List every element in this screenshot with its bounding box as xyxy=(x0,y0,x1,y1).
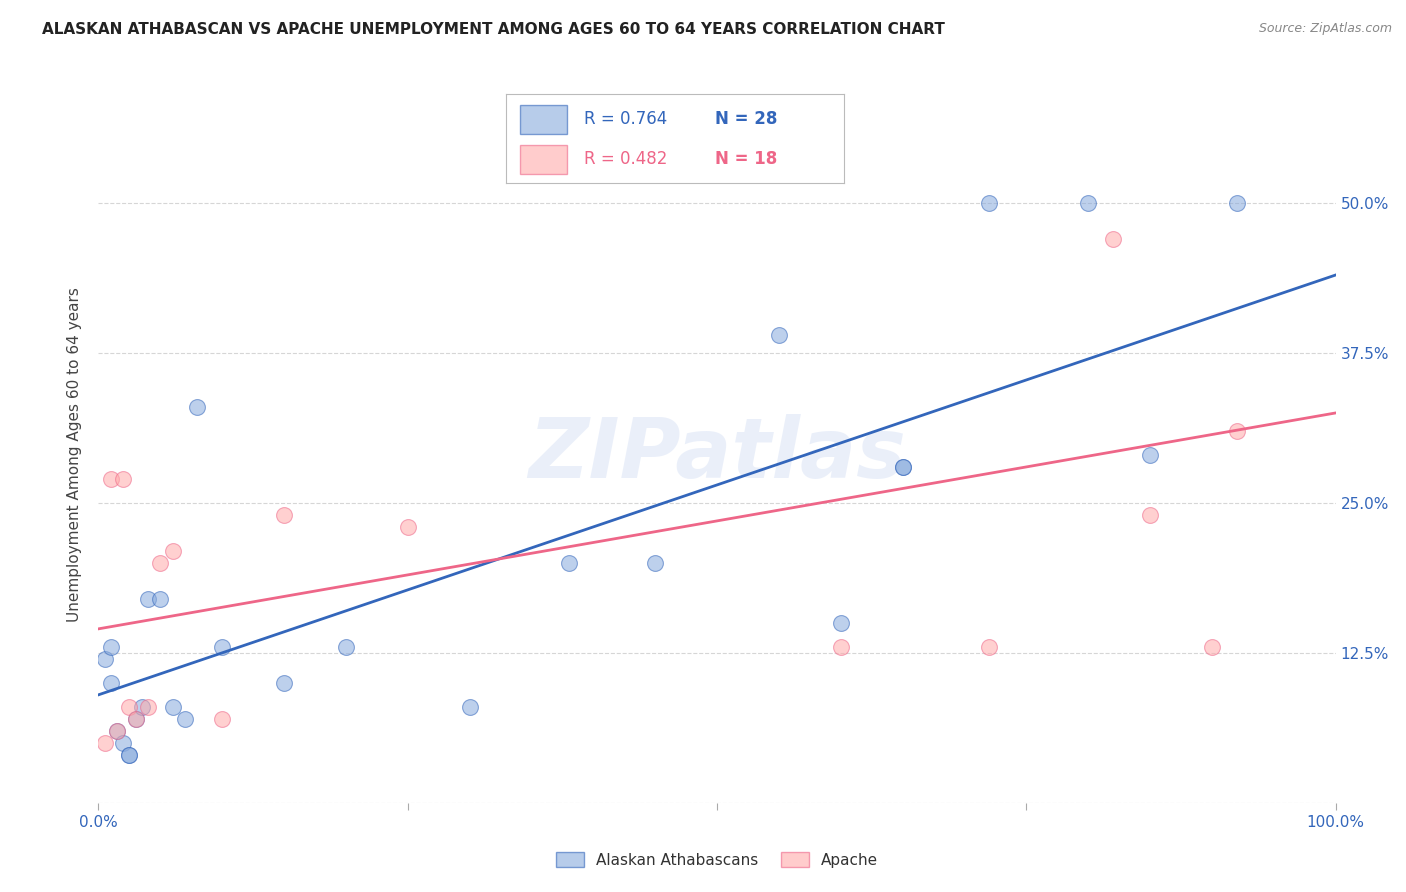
Point xyxy=(1102,232,1125,246)
Point xyxy=(100,676,122,690)
FancyBboxPatch shape xyxy=(520,105,567,134)
Point xyxy=(1139,508,1161,522)
Point xyxy=(136,591,159,606)
Point xyxy=(162,544,184,558)
Point xyxy=(1226,424,1249,438)
Point xyxy=(124,712,146,726)
Text: R = 0.482: R = 0.482 xyxy=(583,150,666,168)
Point xyxy=(118,747,141,762)
Point xyxy=(105,723,128,738)
Point xyxy=(186,400,208,414)
Point xyxy=(93,736,115,750)
Point xyxy=(979,196,1001,211)
Point xyxy=(100,472,122,486)
Point xyxy=(118,699,141,714)
Point xyxy=(644,556,666,570)
Point xyxy=(830,615,852,630)
Y-axis label: Unemployment Among Ages 60 to 64 years: Unemployment Among Ages 60 to 64 years xyxy=(67,287,83,623)
Point xyxy=(396,520,419,534)
Point xyxy=(149,591,172,606)
Text: N = 28: N = 28 xyxy=(716,110,778,128)
Point xyxy=(1139,448,1161,462)
Text: ALASKAN ATHABASCAN VS APACHE UNEMPLOYMENT AMONG AGES 60 TO 64 YEARS CORRELATION : ALASKAN ATHABASCAN VS APACHE UNEMPLOYMEN… xyxy=(42,22,945,37)
Text: N = 18: N = 18 xyxy=(716,150,778,168)
Point xyxy=(112,472,135,486)
Text: ZIPatlas: ZIPatlas xyxy=(529,415,905,495)
Point xyxy=(149,556,172,570)
Point xyxy=(458,699,481,714)
Point xyxy=(211,640,233,654)
Point xyxy=(273,508,295,522)
Point xyxy=(1077,196,1099,211)
Text: R = 0.764: R = 0.764 xyxy=(583,110,666,128)
Point xyxy=(174,712,197,726)
Text: Source: ZipAtlas.com: Source: ZipAtlas.com xyxy=(1258,22,1392,36)
Point xyxy=(1226,196,1249,211)
Legend: Alaskan Athabascans, Apache: Alaskan Athabascans, Apache xyxy=(548,844,886,875)
Point xyxy=(112,736,135,750)
Point xyxy=(162,699,184,714)
FancyBboxPatch shape xyxy=(520,145,567,174)
Point xyxy=(335,640,357,654)
Point xyxy=(557,556,579,570)
Point xyxy=(891,459,914,474)
Point xyxy=(93,652,115,666)
Point xyxy=(768,328,790,343)
Point xyxy=(211,712,233,726)
Point xyxy=(131,699,153,714)
Point xyxy=(1201,640,1223,654)
Point xyxy=(830,640,852,654)
Point xyxy=(100,640,122,654)
Point xyxy=(979,640,1001,654)
Point xyxy=(891,459,914,474)
Point xyxy=(118,747,141,762)
Point xyxy=(124,712,146,726)
Point xyxy=(136,699,159,714)
Point xyxy=(273,676,295,690)
Point xyxy=(105,723,128,738)
